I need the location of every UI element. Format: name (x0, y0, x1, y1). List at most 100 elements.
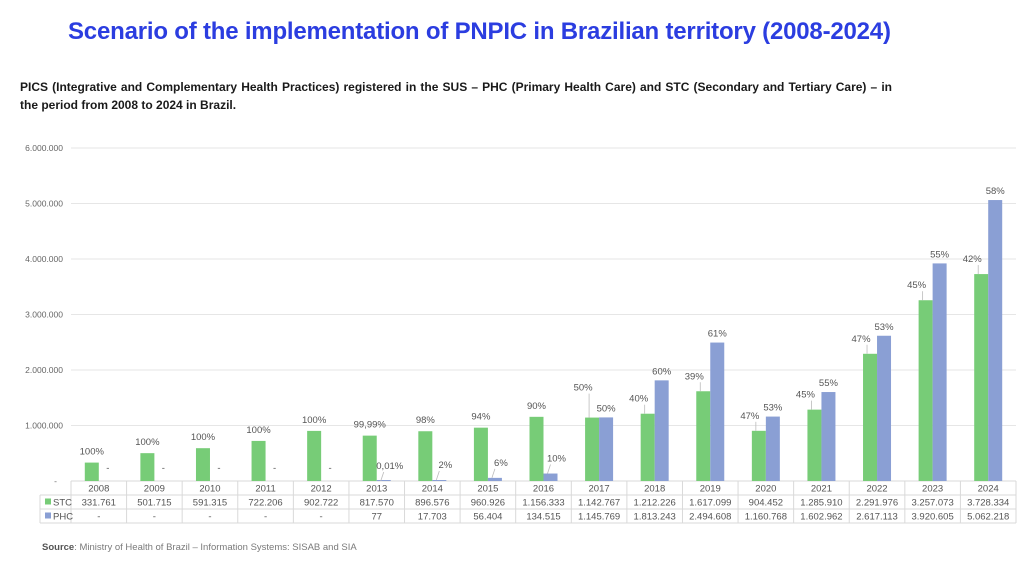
table-cell-stc: 1.156.333 (522, 498, 564, 509)
data-label-stc: 100% (246, 425, 271, 436)
table-cell-stc: 1.212.226 (634, 498, 676, 509)
x-tick-label: 2015 (477, 484, 498, 495)
table-cell-phc: 2.494.608 (689, 512, 731, 523)
bar-stc (473, 427, 488, 481)
y-tick-label: - (54, 476, 57, 486)
legend-label-phc: PHC (53, 512, 73, 523)
bar-stc (974, 274, 989, 481)
data-label-stc: 39% (685, 371, 705, 382)
leader-line (491, 468, 496, 478)
data-label-phc: 53% (763, 403, 783, 414)
leader-line (547, 464, 551, 474)
table-cell-stc: 1.617.099 (689, 498, 731, 509)
data-label-stc: 98% (416, 415, 436, 426)
data-label-phc: 10% (547, 454, 567, 465)
table-cell-phc: 1.160.768 (745, 512, 787, 523)
bar-stc (362, 435, 377, 481)
bar-phc (543, 473, 558, 481)
bar-phc (654, 380, 669, 481)
y-tick-label: 1.000.000 (25, 421, 63, 431)
x-tick-label: 2020 (755, 484, 776, 495)
table-cell-stc: 904.452 (749, 498, 783, 509)
data-label-phc: - (273, 463, 276, 474)
source-text: : Ministry of Health of Brazil – Informa… (74, 542, 357, 553)
data-label-phc: 58% (986, 186, 1006, 197)
data-label-phc: 55% (930, 249, 950, 260)
table-cell-stc: 591.315 (193, 498, 227, 509)
data-label-stc: 100% (80, 447, 105, 458)
x-tick-label: 2011 (255, 484, 275, 495)
data-label-phc: 53% (875, 322, 895, 333)
bar-phc (821, 392, 836, 481)
bar-stc (751, 430, 766, 481)
table-cell-stc: 896.576 (415, 498, 449, 509)
table-cell-phc: - (153, 512, 156, 523)
x-tick-label: 2018 (644, 484, 665, 495)
bar-stc (84, 462, 99, 481)
x-tick-label: 2008 (88, 484, 109, 495)
table-cell-stc: 1.142.767 (578, 498, 620, 509)
data-label-stc: 47% (852, 334, 872, 345)
y-tick-label: 5.000.000 (25, 199, 63, 209)
table-cell-stc: 2.291.976 (856, 498, 898, 509)
y-tick-label: 4.000.000 (25, 254, 63, 264)
table-cell-phc: 77 (371, 512, 382, 523)
table-cell-stc: 960.926 (471, 498, 505, 509)
bar-stc (251, 440, 266, 481)
data-label-phc: 2% (438, 460, 452, 471)
table-cell-stc: 331.761 (82, 498, 116, 509)
table-cell-phc: - (208, 512, 211, 523)
y-tick-label: 3.000.000 (25, 310, 63, 320)
data-label-stc: 100% (302, 415, 327, 426)
data-label-stc: 45% (907, 280, 927, 291)
x-tick-label: 2009 (144, 484, 165, 495)
leader-line (380, 471, 385, 482)
table-cell-phc: 5.062.218 (967, 512, 1009, 523)
page-title: Scenario of the implementation of PNPIC … (68, 18, 891, 45)
data-label-stc: 94% (471, 412, 491, 423)
bar-phc (432, 480, 447, 481)
bar-stc (140, 453, 155, 481)
table-cell-stc: 501.715 (137, 498, 171, 509)
data-label-stc: 50% (574, 383, 594, 394)
bar-phc (932, 263, 947, 481)
table-cell-phc: 1.602.962 (800, 512, 842, 523)
legend-key-stc (45, 498, 51, 505)
source-note: Source: Ministry of Health of Brazil – I… (42, 542, 357, 553)
x-tick-label: 2022 (866, 484, 887, 495)
y-tick-label: 2.000.000 (25, 365, 63, 375)
table-cell-phc: 56.404 (473, 512, 502, 523)
data-label-stc: 42% (963, 254, 983, 265)
x-tick-label: 2017 (589, 484, 610, 495)
bar-stc (640, 413, 655, 481)
table-cell-phc: 1.145.769 (578, 512, 620, 523)
data-label-stc: 90% (527, 401, 547, 412)
chart-subtitle: PICS (Integrative and Complementary Heal… (20, 80, 892, 112)
bar-stc (696, 391, 711, 481)
x-tick-label: 2019 (700, 484, 721, 495)
x-tick-label: 2010 (199, 484, 220, 495)
data-label-stc: 100% (191, 432, 216, 443)
bar-phc (877, 335, 892, 481)
table-cell-phc: 2.617.113 (856, 512, 898, 523)
x-tick-label: 2021 (811, 484, 832, 495)
table-cell-phc: 1.813.243 (634, 512, 676, 523)
data-label-phc: 0,01% (376, 461, 403, 472)
bar-phc (988, 200, 1003, 481)
data-label-phc: 50% (597, 403, 617, 414)
table-cell-stc: 722.206 (248, 498, 282, 509)
data-label-stc: 100% (135, 437, 160, 448)
x-tick-label: 2014 (422, 484, 443, 495)
legend-key-phc (45, 512, 51, 519)
bar-stc (585, 417, 600, 481)
x-tick-label: 2016 (533, 484, 554, 495)
data-label-phc: 61% (708, 329, 728, 340)
table-cell-stc: 817.570 (360, 498, 394, 509)
data-label-stc: 47% (740, 411, 760, 422)
data-label-phc: 6% (494, 458, 508, 469)
table-cell-stc: 902.722 (304, 498, 338, 509)
data-label-phc: - (162, 463, 165, 474)
table-cell-phc: 134.515 (526, 512, 560, 523)
x-tick-label: 2023 (922, 484, 943, 495)
bar-stc (529, 416, 544, 481)
